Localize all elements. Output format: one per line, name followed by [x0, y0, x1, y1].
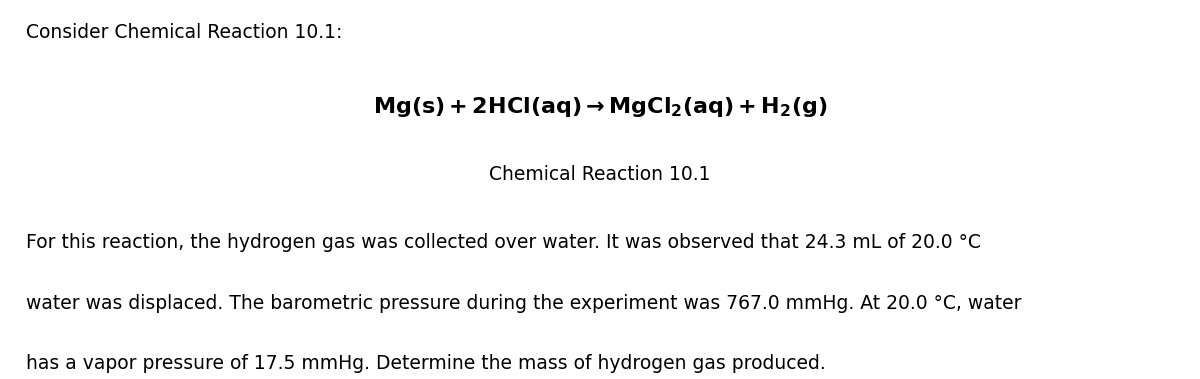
- Text: Consider Chemical Reaction 10.1:: Consider Chemical Reaction 10.1:: [26, 23, 343, 42]
- Text: Chemical Reaction 10.1: Chemical Reaction 10.1: [490, 165, 710, 184]
- Text: water was displaced. The barometric pressure during the experiment was 767.0 mmH: water was displaced. The barometric pres…: [26, 294, 1022, 313]
- Text: For this reaction, the hydrogen gas was collected over water. It was observed th: For this reaction, the hydrogen gas was …: [26, 233, 982, 252]
- Text: has a vapor pressure of 17.5 mmHg. Determine the mass of hydrogen gas produced.: has a vapor pressure of 17.5 mmHg. Deter…: [26, 354, 826, 373]
- Text: $\mathbf{Mg(s) + 2HCl(aq) \rightarrow MgCl_2(aq) + H_2(g)}$: $\mathbf{Mg(s) + 2HCl(aq) \rightarrow Mg…: [373, 95, 827, 119]
